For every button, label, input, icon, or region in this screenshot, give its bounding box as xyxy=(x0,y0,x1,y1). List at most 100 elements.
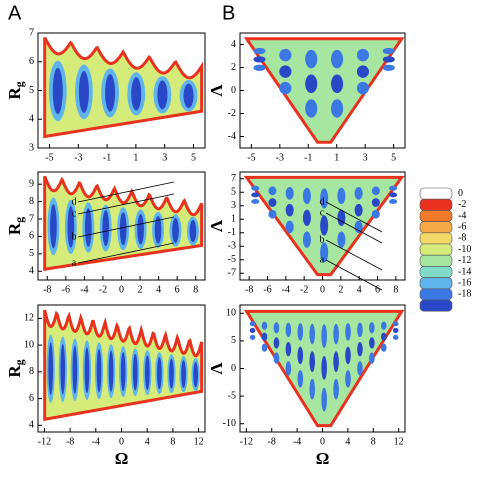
energy-well xyxy=(345,346,351,365)
energy-well xyxy=(382,47,395,55)
y-axis-label-main: R xyxy=(5,222,24,235)
energy-well xyxy=(369,352,375,364)
annotation: a xyxy=(72,257,77,268)
energy-well xyxy=(389,198,398,204)
energy-well xyxy=(84,208,92,247)
energy-well xyxy=(268,198,277,207)
energy-well xyxy=(309,323,316,345)
x-tick-label: -4 xyxy=(293,436,301,447)
colorbar-label: -4 xyxy=(458,210,466,221)
x-tick-label: 12 xyxy=(394,436,404,447)
x-tick-label: -3 xyxy=(276,152,284,163)
annotation: b xyxy=(320,234,325,245)
y-tick-label: -10 xyxy=(223,418,236,429)
energy-well xyxy=(251,192,260,198)
x-tick-label: 4 xyxy=(357,284,362,295)
energy-well xyxy=(189,220,197,243)
annotation-arrow xyxy=(77,193,175,215)
energy-well xyxy=(253,64,266,71)
y-tick-label: 8 xyxy=(29,366,34,377)
x-tick-label: 5 xyxy=(391,152,396,163)
y-axis-label: Rg xyxy=(5,217,26,235)
y-tick-label: -3 xyxy=(228,241,236,252)
energy-well xyxy=(302,231,311,248)
energy-well xyxy=(320,242,329,263)
energy-well xyxy=(356,81,369,95)
energy-well xyxy=(251,198,260,204)
colorbar-swatch xyxy=(419,254,453,267)
colorbar-label: -10 xyxy=(458,244,471,255)
energy-well xyxy=(392,327,399,334)
y-axis-label-main: R xyxy=(5,87,24,100)
energy-well xyxy=(382,64,395,71)
energy-well xyxy=(369,322,375,334)
x-tick-label: -12 xyxy=(240,436,253,447)
colorbar-label: 0 xyxy=(458,188,463,199)
energy-well xyxy=(305,74,318,94)
x-tick-label: -2 xyxy=(99,284,107,295)
annotation: b xyxy=(72,231,77,242)
x-tick-label: -8 xyxy=(66,436,74,447)
y-axis-label-main: Λ xyxy=(207,362,226,375)
energy-well xyxy=(273,337,280,349)
x-tick-label: -1 xyxy=(103,152,111,163)
energy-well xyxy=(102,210,110,247)
x-tick-label: 2 xyxy=(338,284,343,295)
energy-well xyxy=(145,355,150,390)
x-tick-label: -8 xyxy=(43,284,51,295)
y-tick-label: 5 xyxy=(231,187,236,198)
x-tick-label: 3 xyxy=(162,152,167,163)
y-tick-label: 6 xyxy=(29,56,34,67)
energy-well xyxy=(381,321,387,330)
y-tick-label: 5 xyxy=(29,85,34,96)
colorbar-swatch xyxy=(419,243,453,256)
colorbar-label: -8 xyxy=(458,233,466,244)
energy-well xyxy=(249,321,256,327)
annotation-arrow xyxy=(325,259,383,291)
energy-well xyxy=(253,56,266,63)
y-axis-label: Rg xyxy=(5,359,26,377)
energy-well xyxy=(337,187,346,205)
colorbar-swatch xyxy=(419,299,453,312)
energy-well xyxy=(320,215,329,236)
energy-well xyxy=(356,65,369,78)
y-tick-label: 10 xyxy=(226,308,236,319)
energy-well xyxy=(321,355,327,380)
x-tick-label: -12 xyxy=(38,436,51,447)
y-tick-label: 8 xyxy=(29,196,34,207)
energy-region xyxy=(243,37,405,144)
energy-well xyxy=(251,185,260,191)
energy-well xyxy=(354,220,363,234)
colorbar-label: -18 xyxy=(458,289,471,300)
y-tick-label: 3 xyxy=(231,200,236,211)
energy-well xyxy=(50,204,57,249)
energy-well xyxy=(285,341,292,357)
energy-well xyxy=(320,188,329,209)
energy-well xyxy=(48,342,54,396)
energy-well xyxy=(157,80,168,110)
annotation-arrow xyxy=(77,216,175,238)
energy-well xyxy=(261,343,268,352)
y-tick-label: 4 xyxy=(29,420,34,431)
y-axis-label-main: R xyxy=(5,365,24,378)
energy-well xyxy=(172,218,179,243)
energy-well xyxy=(193,361,198,388)
energy-well xyxy=(157,356,162,390)
energy-well xyxy=(268,186,277,196)
energy-well xyxy=(279,65,292,78)
energy-well xyxy=(345,323,351,341)
colorbar-label: -16 xyxy=(458,277,471,288)
y-tick-label: -4 xyxy=(228,131,236,142)
energy-well xyxy=(371,198,380,207)
energy-well xyxy=(345,370,351,388)
energy-well xyxy=(389,192,398,198)
y-axis-label: Rg xyxy=(5,81,26,99)
x-tick-label: -6 xyxy=(263,284,271,295)
x-tick-label: -1 xyxy=(304,152,312,163)
x-tick-label: -5 xyxy=(45,152,53,163)
y-tick-label: 0 xyxy=(231,85,236,96)
x-tick-label: -8 xyxy=(268,436,276,447)
energy-well xyxy=(382,56,395,63)
